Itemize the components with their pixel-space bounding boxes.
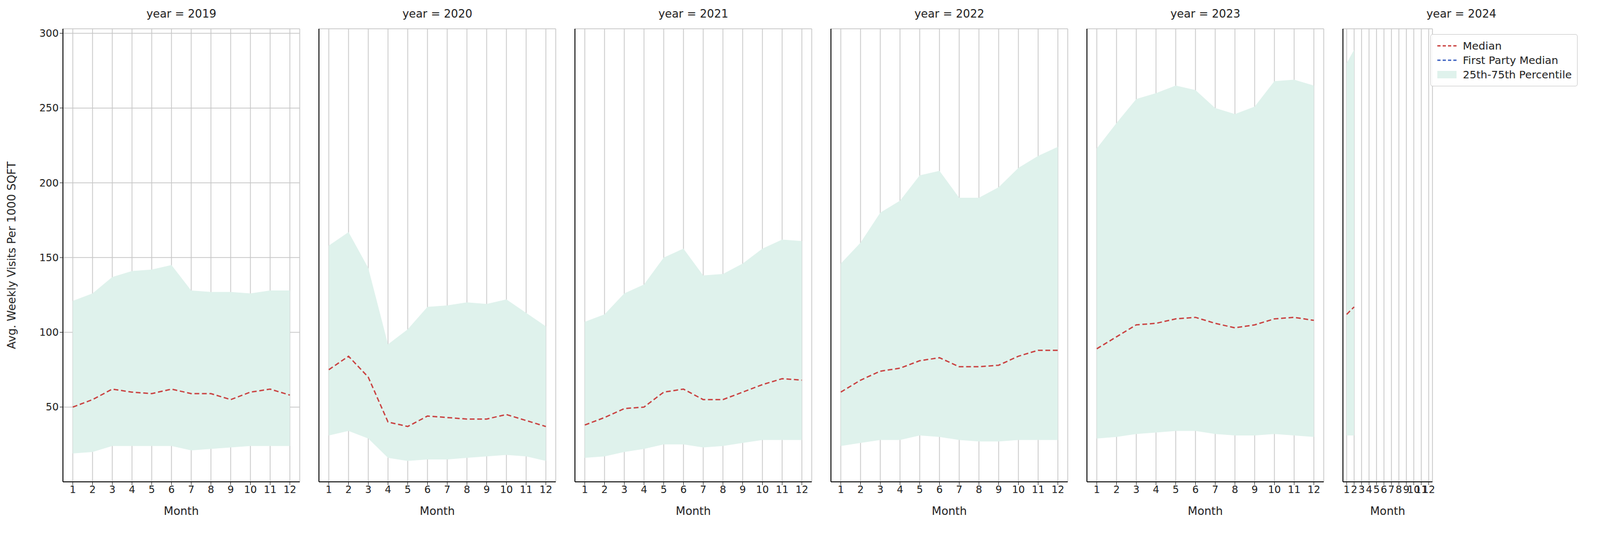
html-text:year = 2023: year = 2023 xyxy=(1170,7,1241,21)
svg-text:1: 1 xyxy=(325,483,332,496)
svg-text:10: 10 xyxy=(1407,484,1421,496)
svg-text:9: 9 xyxy=(995,483,1002,496)
svg-text:8: 8 xyxy=(975,483,982,496)
svg-text:8: 8 xyxy=(207,483,214,496)
svg-text:5: 5 xyxy=(148,483,155,496)
svg-text:Month: Month xyxy=(1187,505,1223,518)
svg-text:1: 1 xyxy=(69,483,76,496)
svg-text:4: 4 xyxy=(640,483,647,496)
svg-text:9: 9 xyxy=(227,483,234,496)
html-text:year = 2022: year = 2022 xyxy=(914,7,985,21)
svg-text:1: 1 xyxy=(837,483,844,496)
svg-text:1: 1 xyxy=(1343,483,1350,496)
svg-text:9: 9 xyxy=(739,483,746,496)
html-text:year = 2019: year = 2019 xyxy=(146,7,217,21)
svg-text:11: 11 xyxy=(1414,484,1428,496)
svg-text:12: 12 xyxy=(795,483,808,496)
svg-text:8: 8 xyxy=(463,483,470,496)
html-text:25th-75th Percentile: 25th-75th Percentile xyxy=(1462,68,1572,82)
svg-text:11: 11 xyxy=(775,483,789,496)
svg-text:10: 10 xyxy=(1267,483,1281,496)
svg-text:3: 3 xyxy=(108,483,116,496)
svg-text:2: 2 xyxy=(1350,483,1358,496)
svg-text:Month: Month xyxy=(1370,505,1406,518)
svg-text:8: 8 xyxy=(1395,483,1403,496)
svg-text:7: 7 xyxy=(443,483,451,496)
svg-text:Month: Month xyxy=(163,505,199,518)
svg-text:11: 11 xyxy=(1287,483,1301,496)
svg-text:2: 2 xyxy=(89,483,96,496)
svg-text:50: 50 xyxy=(45,401,59,413)
svg-text:3: 3 xyxy=(1132,483,1140,496)
svg-text:3: 3 xyxy=(876,483,884,496)
svg-text:150: 150 xyxy=(39,251,59,264)
svg-text:300: 300 xyxy=(39,27,59,39)
svg-text:Month: Month xyxy=(675,505,711,518)
svg-text:7: 7 xyxy=(187,483,195,496)
svg-text:4: 4 xyxy=(896,483,903,496)
html-text:First Party Median: First Party Median xyxy=(1462,53,1559,67)
svg-text:12: 12 xyxy=(539,483,552,496)
svg-text:7: 7 xyxy=(699,483,707,496)
svg-text:12: 12 xyxy=(283,483,296,496)
html-text:year = 2021: year = 2021 xyxy=(658,7,729,21)
svg-text:10: 10 xyxy=(755,483,769,496)
svg-text:7: 7 xyxy=(1388,483,1395,496)
svg-text:11: 11 xyxy=(1031,483,1045,496)
svg-text:3: 3 xyxy=(1358,483,1365,496)
svg-text:9: 9 xyxy=(483,483,490,496)
svg-text:10: 10 xyxy=(243,483,257,496)
svg-text:9: 9 xyxy=(1251,483,1258,496)
svg-text:12: 12 xyxy=(1422,483,1436,496)
svg-text:3: 3 xyxy=(620,483,628,496)
svg-text:7: 7 xyxy=(955,483,963,496)
svg-text:4: 4 xyxy=(1365,483,1373,496)
html-text:year = 2020: year = 2020 xyxy=(402,7,473,21)
svg-text:8: 8 xyxy=(719,483,726,496)
svg-text:2: 2 xyxy=(345,483,352,496)
svg-text:10: 10 xyxy=(1011,483,1025,496)
svg-text:3: 3 xyxy=(364,483,372,496)
svg-text:11: 11 xyxy=(519,483,533,496)
svg-text:6: 6 xyxy=(168,483,175,496)
svg-text:5: 5 xyxy=(404,483,411,496)
svg-text:5: 5 xyxy=(1373,483,1380,496)
svg-text:1: 1 xyxy=(1093,483,1100,496)
svg-text:7: 7 xyxy=(1211,483,1219,496)
svg-text:2: 2 xyxy=(857,483,864,496)
svg-text:5: 5 xyxy=(1172,483,1179,496)
svg-text:6: 6 xyxy=(680,483,687,496)
svg-text:9: 9 xyxy=(1403,484,1410,496)
svg-text:Avg. Weekly Visits Per 1000 SQ: Avg. Weekly Visits Per 1000 SQFT xyxy=(5,161,19,350)
svg-text:1: 1 xyxy=(581,483,588,496)
svg-text:5: 5 xyxy=(916,483,923,496)
html-text:Median: Median xyxy=(1462,39,1502,53)
svg-text:12: 12 xyxy=(1051,483,1064,496)
svg-text:8: 8 xyxy=(1231,483,1238,496)
svg-text:Month: Month xyxy=(419,505,455,518)
html-text:year = 2024: year = 2024 xyxy=(1426,7,1497,21)
svg-text:6: 6 xyxy=(1192,483,1199,496)
svg-text:2: 2 xyxy=(1113,483,1120,496)
svg-text:100: 100 xyxy=(39,326,59,339)
svg-text:4: 4 xyxy=(384,483,391,496)
svg-text:6: 6 xyxy=(1380,483,1388,496)
svg-text:4: 4 xyxy=(128,483,135,496)
svg-text:4: 4 xyxy=(1152,483,1159,496)
svg-text:5: 5 xyxy=(660,483,667,496)
svg-text:11: 11 xyxy=(263,483,277,496)
svg-text:10: 10 xyxy=(499,483,513,496)
svg-text:Month: Month xyxy=(931,505,967,518)
svg-text:6: 6 xyxy=(936,483,943,496)
svg-text:2: 2 xyxy=(601,483,608,496)
svg-text:6: 6 xyxy=(424,483,431,496)
svg-text:250: 250 xyxy=(39,101,59,114)
svg-text:12: 12 xyxy=(1307,483,1320,496)
svg-text:200: 200 xyxy=(39,177,59,189)
